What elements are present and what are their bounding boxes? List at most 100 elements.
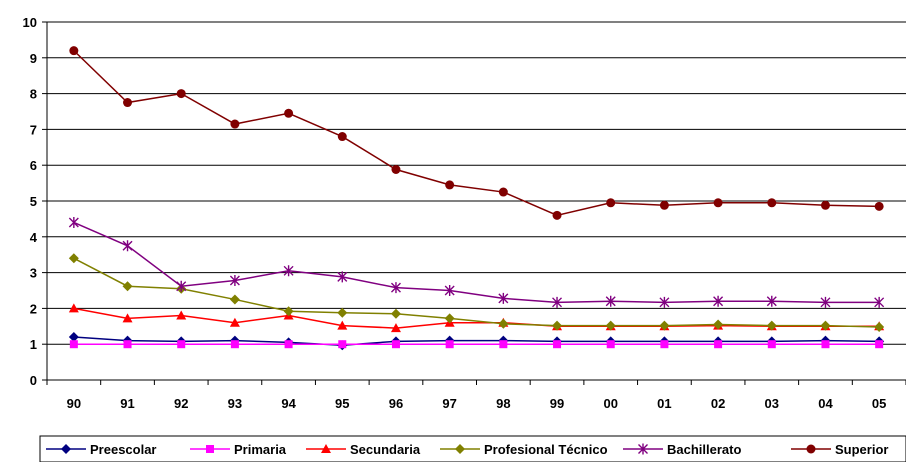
y-tick-label: 5 bbox=[30, 194, 37, 209]
data-point-bachillerato bbox=[444, 285, 455, 296]
data-point-profesional-t-cnico bbox=[766, 320, 777, 331]
data-point-bachillerato bbox=[713, 295, 724, 307]
series-line-profesional-t-cnico bbox=[73, 257, 880, 328]
data-point-preescolar bbox=[68, 332, 79, 343]
data-point-profesional-t-cnico bbox=[122, 281, 133, 292]
legend-marker bbox=[638, 443, 648, 455]
x-tick-label: 91 bbox=[120, 396, 134, 411]
data-point-profesional-t-cnico bbox=[444, 313, 455, 324]
data-point-bachillerato bbox=[659, 296, 670, 308]
x-tick-label: 92 bbox=[174, 396, 188, 411]
data-point-secundaria bbox=[68, 303, 79, 313]
legend-item-secundaria: Secundaria bbox=[306, 442, 421, 457]
data-point-superior bbox=[284, 108, 294, 118]
x-tick-label: 00 bbox=[603, 396, 617, 411]
data-point-primaria bbox=[499, 340, 508, 349]
axes bbox=[42, 21, 906, 385]
data-point-primaria bbox=[230, 340, 239, 349]
series-preescolar bbox=[68, 332, 885, 351]
x-tick-label: 05 bbox=[872, 396, 886, 411]
series-lines bbox=[68, 46, 885, 351]
data-point-superior bbox=[176, 89, 186, 99]
legend-label: Superior bbox=[835, 442, 888, 457]
y-tick-label: 7 bbox=[30, 122, 37, 137]
data-point-bachillerato bbox=[766, 295, 777, 307]
x-tick-label: 93 bbox=[228, 396, 242, 411]
legend-label: Bachillerato bbox=[667, 442, 741, 457]
data-point-primaria bbox=[177, 340, 186, 349]
data-point-secundaria bbox=[337, 320, 348, 330]
data-point-bachillerato bbox=[605, 295, 616, 307]
data-point-superior bbox=[445, 180, 455, 190]
x-tick-label: 03 bbox=[765, 396, 779, 411]
y-tick-labels: 0 1 2 3 4 5 6 7 8 9 10 bbox=[23, 15, 38, 388]
data-point-primaria bbox=[714, 340, 723, 349]
x-tick-labels: 90 91 92 93 94 95 96 97 98 99 00 01 02 03 04 05 bbox=[67, 396, 887, 411]
data-point-primaria bbox=[391, 340, 400, 349]
data-point-profesional-t-cnico bbox=[552, 320, 563, 331]
data-point-primaria bbox=[553, 340, 562, 349]
data-point-primaria bbox=[875, 340, 884, 349]
legend-label: Secundaria bbox=[350, 442, 421, 457]
data-point-superior bbox=[391, 164, 401, 174]
y-tick-label: 2 bbox=[30, 301, 37, 316]
data-point-primaria bbox=[821, 340, 830, 349]
data-point-primaria bbox=[606, 340, 615, 349]
legend-item-bachillerato: Bachillerato bbox=[623, 442, 741, 457]
data-point-profesional-t-cnico bbox=[337, 307, 348, 318]
x-tick-label: 99 bbox=[550, 396, 564, 411]
x-tick-label: 94 bbox=[281, 396, 296, 411]
legend-item-profesional-t-cnico: Profesional Técnico bbox=[440, 442, 608, 457]
x-tick-label: 04 bbox=[818, 396, 833, 411]
y-tick-label: 9 bbox=[30, 51, 37, 66]
legend-item-primaria: Primaria bbox=[190, 442, 287, 457]
series-primaria bbox=[69, 340, 884, 349]
data-point-bachillerato bbox=[874, 296, 885, 308]
data-point-superior bbox=[713, 198, 723, 208]
data-point-primaria bbox=[284, 340, 293, 349]
data-point-bachillerato bbox=[122, 240, 133, 252]
legend-marker bbox=[321, 444, 331, 453]
legend-item-preescolar: Preescolar bbox=[46, 442, 157, 457]
y-tick-label: 6 bbox=[30, 158, 37, 173]
data-point-bachillerato bbox=[68, 216, 79, 228]
series-line-bachillerato bbox=[73, 221, 880, 304]
legend-label: Profesional Técnico bbox=[484, 442, 608, 457]
data-point-superior bbox=[659, 200, 669, 210]
x-tick-label: 98 bbox=[496, 396, 510, 411]
data-point-secundaria bbox=[390, 323, 401, 333]
x-tick-label: 96 bbox=[389, 396, 403, 411]
data-point-bachillerato bbox=[337, 271, 348, 283]
y-tick-label: 1 bbox=[30, 337, 37, 352]
data-point-superior bbox=[767, 198, 777, 208]
series-line-superior bbox=[73, 50, 880, 217]
data-point-bachillerato bbox=[552, 296, 563, 308]
data-point-bachillerato bbox=[176, 280, 187, 292]
y-tick-label: 10 bbox=[23, 15, 37, 30]
data-point-superior bbox=[874, 201, 884, 211]
data-point-bachillerato bbox=[229, 274, 240, 286]
y-tick-label: 4 bbox=[30, 230, 38, 245]
x-tick-label: 01 bbox=[657, 396, 671, 411]
data-point-profesional-t-cnico bbox=[68, 253, 79, 264]
data-point-profesional-t-cnico bbox=[229, 294, 240, 305]
gridlines bbox=[47, 21, 906, 345]
data-point-profesional-t-cnico bbox=[605, 320, 616, 331]
legend-label: Primaria bbox=[234, 442, 287, 457]
y-tick-label: 3 bbox=[30, 266, 37, 281]
data-point-superior bbox=[337, 132, 347, 142]
data-point-secundaria bbox=[229, 317, 240, 327]
data-point-primaria bbox=[767, 340, 776, 349]
data-point-profesional-t-cnico bbox=[390, 308, 401, 319]
data-point-profesional-t-cnico bbox=[820, 320, 831, 331]
data-point-bachillerato bbox=[820, 296, 831, 308]
data-point-profesional-t-cnico bbox=[498, 318, 509, 329]
data-point-profesional-t-cnico bbox=[874, 322, 885, 333]
y-tick-label: 0 bbox=[30, 373, 37, 388]
data-point-bachillerato bbox=[498, 292, 509, 304]
data-point-profesional-t-cnico bbox=[283, 306, 294, 317]
data-point-profesional-t-cnico bbox=[713, 319, 724, 330]
data-point-bachillerato bbox=[283, 265, 294, 277]
legend-label: Preescolar bbox=[90, 442, 157, 457]
data-point-primaria bbox=[123, 340, 132, 349]
